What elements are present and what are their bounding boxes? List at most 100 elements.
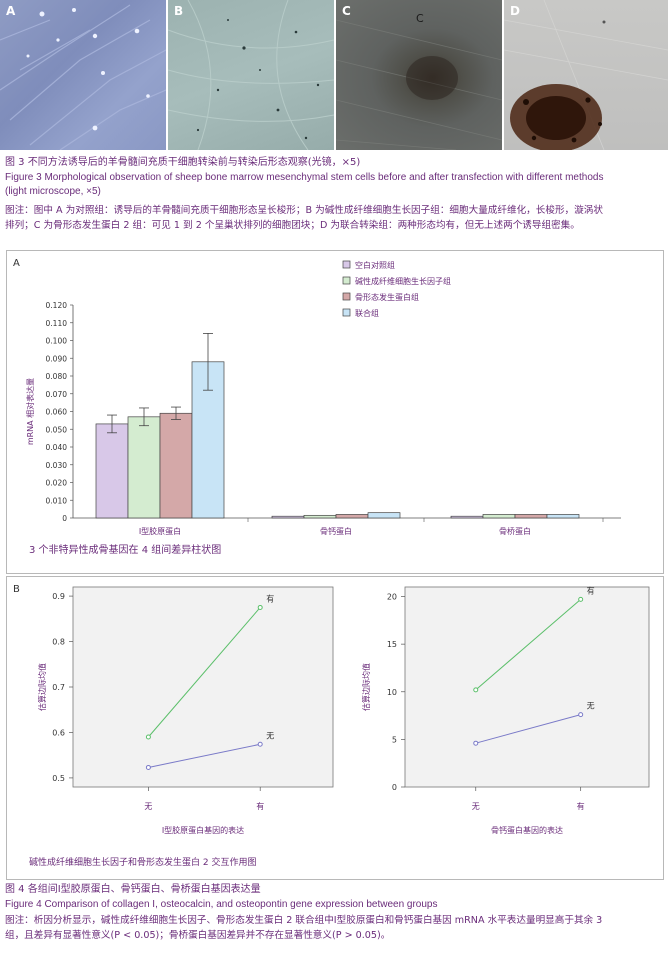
figure4-panel-a: A 0 0.010 0.020 0.030 0.040 0.050 0.060 0.070 0.0… bbox=[6, 250, 664, 574]
legend-swatch bbox=[342, 292, 351, 301]
bar bbox=[482, 514, 516, 519]
series-label: 有 bbox=[266, 593, 274, 603]
y-tick-label: 15 bbox=[387, 640, 397, 649]
y-tick-label: 0.6 bbox=[52, 728, 65, 737]
data-point bbox=[473, 687, 479, 693]
series-line bbox=[475, 599, 582, 691]
x-tick-label: 有 bbox=[577, 801, 585, 811]
figure4-title-cn: 图 4 各组间Ⅰ型胶原蛋白、骨钙蛋白、骨桥蛋白基因表达量 bbox=[5, 884, 261, 895]
y-axis-label: 估算边际均值 bbox=[361, 663, 371, 711]
y-tick-label: 0.040 bbox=[46, 443, 68, 452]
data-point bbox=[257, 604, 263, 610]
legend-swatch bbox=[342, 260, 351, 269]
bar bbox=[127, 416, 161, 519]
x-tick-label: Ⅰ型胶原蛋白 bbox=[139, 526, 181, 536]
figure3-title-cn: 图 3 不同方法诱导后的羊骨髓间充质干细胞转染前与转染后形态观察(光镜，×5) bbox=[5, 157, 361, 168]
y-tick-label: 20 bbox=[387, 593, 397, 602]
x-tick-label: 无 bbox=[144, 802, 152, 811]
series-label: 无 bbox=[587, 702, 595, 711]
figure3-note-1: 图注：图中 A 为对照组：诱导后的羊骨髓间充质干细胞形态呈长梭形；B 为碱性成纤… bbox=[5, 205, 603, 216]
bar bbox=[271, 515, 305, 519]
data-point bbox=[257, 741, 263, 747]
data-point bbox=[473, 740, 479, 746]
x-tick-label: 无 bbox=[472, 802, 480, 811]
x-axis-label: 骨钙蛋白基因的表达 bbox=[491, 825, 563, 835]
figure3-title-en-2: (light microscope, ×5) bbox=[5, 186, 101, 197]
cell-texture-a bbox=[0, 4, 167, 151]
y-tick-label: 10 bbox=[387, 688, 397, 697]
figure3-note-2: 排列；C 为骨形态发生蛋白 2 组：可见 1 到 2 个呈巢状排列的细胞团块；D… bbox=[5, 220, 580, 231]
bar bbox=[159, 412, 193, 519]
data-point bbox=[578, 596, 584, 602]
y-tick-label: 0.080 bbox=[46, 372, 68, 381]
legend-label: 碱性成纤维细胞生长因子组 bbox=[355, 276, 451, 286]
y-tick-label: 0.120 bbox=[46, 301, 68, 310]
y-axis-label: mRNA 相对表达量 bbox=[25, 378, 35, 445]
figure4-title-en: Figure 4 Comparison of collagen I, osteo… bbox=[5, 899, 438, 910]
interaction-caption: 碱性成纤维细胞生长因子和骨形态发生蛋白 2 交互作用图 bbox=[29, 856, 256, 868]
y-tick-label: 0.5 bbox=[52, 774, 65, 783]
y-tick-label: 0.100 bbox=[46, 337, 68, 346]
interaction-charts: B0.50.60.70.80.9无 有Ⅰ型胶原蛋白基因的表达估算边际均值有无051… bbox=[13, 584, 650, 868]
figure3-photos: A B C C bbox=[0, 0, 668, 152]
panel-letter-c-inset: C bbox=[416, 12, 424, 25]
y-tick-label: 0.8 bbox=[52, 638, 65, 647]
figure3-title-en: Figure 3 Morphological observation of sh… bbox=[5, 172, 604, 183]
panel-letter: B bbox=[13, 584, 20, 595]
y-tick-label: 0.030 bbox=[46, 461, 68, 470]
y-tick-label: 5 bbox=[392, 735, 397, 744]
bar bbox=[95, 423, 129, 519]
bar bbox=[303, 514, 337, 519]
series-line bbox=[148, 743, 261, 768]
legend-swatch bbox=[342, 276, 351, 285]
y-tick-label: 0.7 bbox=[52, 683, 65, 692]
cell-texture-c bbox=[335, 19, 503, 151]
panel-letter-d: D bbox=[510, 4, 520, 18]
micrograph-a: A bbox=[0, 0, 167, 151]
y-tick-label: 0.050 bbox=[46, 425, 68, 434]
data-point bbox=[145, 734, 151, 740]
y-tick-label: 0.070 bbox=[46, 390, 68, 399]
legend-swatch bbox=[342, 308, 351, 317]
micrograph-b: B bbox=[167, 0, 335, 151]
bar bbox=[514, 514, 548, 519]
y-tick-label: 0 bbox=[392, 783, 397, 792]
y-tick-label: 0.9 bbox=[52, 592, 65, 601]
x-tick-label: 骨钙蛋白 bbox=[320, 526, 352, 536]
bar bbox=[450, 515, 484, 519]
y-axis-label: 估算边际均值 bbox=[37, 663, 47, 711]
panel-letter-b: B bbox=[174, 4, 184, 18]
figure4-panel-b: B 0.5 0.6 0.7 0.8 0.9 无有 Ⅰ型胶原蛋白基因的表达 估算边际均值有无 0 5 1… bbox=[6, 576, 664, 880]
y-tick-label: 0.010 bbox=[46, 496, 68, 505]
plot-area bbox=[404, 586, 650, 788]
bar-chart: A 0 0.010 0.020 0.030 0.040 0.050 0.060 0.070 0.0… bbox=[13, 258, 621, 556]
y-tick-label: 0 bbox=[62, 514, 67, 523]
x-axis-label: Ⅰ型胶原蛋白基因的表达 bbox=[162, 825, 244, 835]
series-label: 无 bbox=[266, 731, 274, 740]
y-tick-label: 0.110 bbox=[46, 319, 68, 328]
cell-texture-b bbox=[167, 0, 335, 151]
panel-letter-c: C bbox=[342, 4, 351, 18]
plot-area bbox=[72, 586, 334, 788]
panel-letter: A bbox=[13, 258, 20, 269]
series-line bbox=[475, 714, 581, 744]
figure4-note-2: 组，且差异有显著性意义(P < 0.05)；骨桥蛋白基因差异并不存在显著性意义(… bbox=[5, 930, 391, 941]
y-tick-label: 0.090 bbox=[46, 354, 68, 363]
y-tick-label: 0.020 bbox=[46, 479, 68, 488]
data-point bbox=[578, 712, 584, 718]
micrograph-d: D bbox=[503, 0, 668, 152]
figure4-note-1: 图注：析因分析显示，碱性成纤维细胞生长因子、骨形态发生蛋白 2 联合组中Ⅰ型胶原… bbox=[5, 915, 603, 926]
legend-label: 空白对照组 bbox=[355, 260, 395, 270]
micrograph-c: C C bbox=[335, 0, 503, 151]
bar-chart-caption: 3 个非特异性成骨基因在 4 组间差异柱状图 bbox=[29, 543, 221, 556]
bar bbox=[335, 514, 369, 519]
series-line bbox=[148, 607, 261, 738]
data-point bbox=[145, 764, 151, 770]
panel-letter-a: A bbox=[6, 4, 16, 18]
cell-texture-d bbox=[503, 0, 668, 152]
legend-label: 骨形态发生蛋白组 bbox=[355, 292, 419, 302]
bar bbox=[546, 514, 580, 519]
x-tick-label: 骨桥蛋白 bbox=[499, 526, 531, 536]
y-tick-label: 0.060 bbox=[46, 408, 68, 417]
legend-label: 联合组 bbox=[355, 308, 379, 318]
